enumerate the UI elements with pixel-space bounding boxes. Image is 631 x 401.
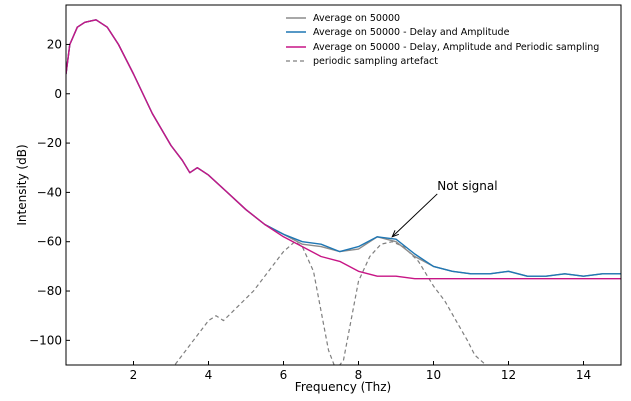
annotation-arrow <box>391 193 438 238</box>
y-tick-label: −40 <box>37 185 62 199</box>
x-tick-label: 6 <box>280 368 288 382</box>
x-axis-label: Frequency (Thz) <box>295 380 391 394</box>
y-tick-label: −100 <box>29 333 62 347</box>
series-layer <box>66 19 621 365</box>
y-tick-label: 20 <box>47 37 62 51</box>
annotation-arrowhead <box>391 230 399 238</box>
annotation: Not signal <box>391 179 498 238</box>
y-tick-label: 0 <box>54 87 62 101</box>
y-axis-label: Intensity (dB) <box>15 144 29 225</box>
x-axis: 2 4 6 8 10 12 14 <box>130 361 591 382</box>
series-line-2 <box>66 19 621 280</box>
legend-label-artefact: periodic sampling artefact <box>313 56 438 67</box>
y-axis: 20 0 −20 −40 −60 −80 −100 <box>29 37 70 347</box>
y-tick-label: −80 <box>37 284 62 298</box>
legend-label-periodic: Average on 50000 - Delay, Amplitude and … <box>313 42 599 53</box>
x-tick-label: 4 <box>205 368 213 382</box>
legend-label-delay-amplitude: Average on 50000 - Delay and Amplitude <box>313 27 510 38</box>
plot-frame <box>65 4 622 366</box>
y-tick-label: −20 <box>37 136 62 150</box>
x-tick-label: 14 <box>576 368 591 382</box>
y-tick-label: −60 <box>37 235 62 249</box>
x-tick-label: 10 <box>426 368 441 382</box>
series-line-3 <box>173 241 488 365</box>
annotation-text: Not signal <box>437 179 497 193</box>
x-tick-label: 2 <box>130 368 138 382</box>
x-tick-label: 12 <box>501 368 516 382</box>
legend: Average on 50000 Average on 50000 - Dela… <box>286 13 599 67</box>
legend-label-average: Average on 50000 <box>313 13 400 24</box>
x-tick-label: 8 <box>355 368 363 382</box>
